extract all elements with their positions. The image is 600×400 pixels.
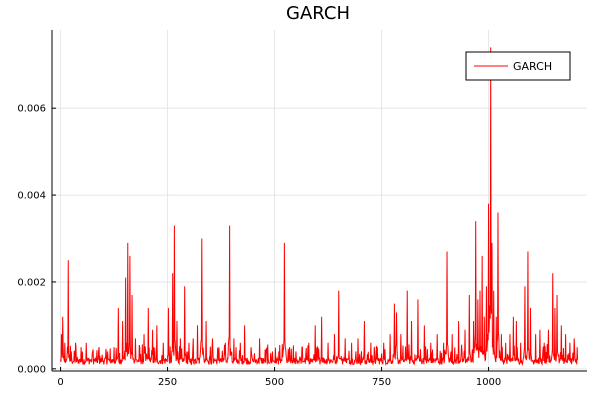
y-tick-label-0: 0.000 <box>17 364 46 375</box>
series-layer <box>60 47 579 367</box>
x-tick-label-4: 1000 <box>476 377 501 388</box>
x-tick-label-3: 750 <box>372 377 391 388</box>
legend: GARCH <box>465 51 571 81</box>
axes-layer <box>51 30 587 372</box>
x-tick-label-1: 250 <box>158 377 177 388</box>
y-tick-label-2: 0.004 <box>17 191 46 202</box>
series-line-garch <box>60 47 579 367</box>
y-tick-label-1: 0.002 <box>17 277 46 288</box>
x-tick-label-0: 0 <box>57 377 63 388</box>
chart-title: GARCH <box>286 3 350 24</box>
legend-label-garch: GARCH <box>513 60 552 73</box>
ticks-layer: 0 250 500 750 1000 0.000 0.002 0.004 0.006 <box>17 104 501 388</box>
y-tick-label-3: 0.006 <box>17 104 46 115</box>
x-tick-label-2: 500 <box>265 377 284 388</box>
